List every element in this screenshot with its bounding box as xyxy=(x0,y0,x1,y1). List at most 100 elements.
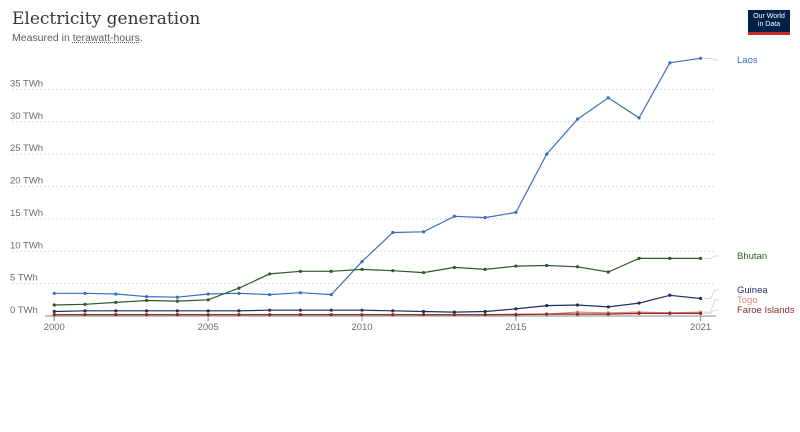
series-label: Laos xyxy=(737,55,758,66)
series-line xyxy=(54,257,701,306)
data-point xyxy=(606,305,610,309)
data-point xyxy=(237,309,241,313)
data-point xyxy=(237,286,241,290)
data-point xyxy=(483,215,487,220)
data-point xyxy=(606,270,610,274)
series-line xyxy=(54,312,701,316)
logo-line-1: Our World xyxy=(753,13,785,20)
data-point xyxy=(237,291,241,295)
data-point xyxy=(606,96,610,100)
unit-link[interactable]: terawatt-hours xyxy=(72,32,140,44)
subtitle-prefix: Measured in xyxy=(12,32,73,44)
y-tick-label: 25 TWh xyxy=(10,143,43,154)
x-tick-label: 2010 xyxy=(351,322,372,333)
data-point xyxy=(268,313,272,317)
data-point xyxy=(329,313,333,317)
data-point xyxy=(237,313,241,317)
data-point xyxy=(483,309,487,314)
data-point xyxy=(699,311,703,316)
data-point xyxy=(606,312,610,316)
data-point xyxy=(329,293,333,297)
data-point xyxy=(114,292,118,296)
data-point xyxy=(575,265,580,269)
data-point xyxy=(483,313,487,317)
data-point xyxy=(637,311,641,316)
chart-title: Electricity generation xyxy=(12,9,201,29)
data-point xyxy=(514,313,518,317)
owid-logo[interactable]: Our World in Data xyxy=(748,10,790,35)
series-label: Guinea xyxy=(737,285,768,296)
data-point xyxy=(668,293,672,297)
series-lines xyxy=(52,56,703,317)
data-point xyxy=(421,271,426,275)
data-point xyxy=(114,313,118,317)
data-point xyxy=(545,312,549,316)
series-line xyxy=(54,294,701,313)
x-axis: 2000 2005 2010 2015 2021 xyxy=(44,315,716,333)
y-tick-label: 5 TWh xyxy=(10,273,38,284)
data-point xyxy=(421,230,426,234)
data-point xyxy=(52,313,56,317)
y-axis-ticks: 0 TWh 5 TWh 10 TWh 15 TWh 20 TWh 25 TWh 30 TWh… xyxy=(10,78,43,316)
data-point xyxy=(298,308,303,312)
data-point xyxy=(575,312,580,316)
data-point xyxy=(514,307,518,311)
series-line xyxy=(54,57,701,298)
data-point xyxy=(83,302,87,306)
data-point xyxy=(268,293,272,297)
x-tick-label: 2005 xyxy=(198,322,219,333)
x-tick-label: 2021 xyxy=(690,322,711,333)
data-point xyxy=(268,308,272,312)
data-point xyxy=(699,56,703,60)
data-point xyxy=(360,313,364,317)
data-point xyxy=(637,301,641,305)
data-point xyxy=(637,256,641,260)
series-label: Bhutan xyxy=(737,251,767,262)
data-point xyxy=(268,272,272,276)
data-point xyxy=(206,309,210,313)
data-point xyxy=(206,292,210,296)
data-point xyxy=(175,295,179,299)
gridlines xyxy=(12,88,716,285)
data-point xyxy=(329,269,333,273)
data-point xyxy=(545,152,549,156)
data-point xyxy=(52,309,56,314)
x-tick-label: 2015 xyxy=(505,322,526,333)
data-point xyxy=(360,267,364,271)
chart-subtitle: Measured in terawatt-hours. xyxy=(12,32,143,44)
y-tick-label: 15 TWh xyxy=(10,208,43,219)
data-point xyxy=(298,269,303,273)
data-point xyxy=(514,264,518,268)
data-point xyxy=(545,304,549,308)
label-connector xyxy=(703,289,719,299)
data-point xyxy=(699,296,703,301)
y-tick-label: 20 TWh xyxy=(10,176,43,187)
data-point xyxy=(52,291,56,295)
data-point xyxy=(298,313,303,317)
data-point xyxy=(452,214,456,218)
data-point xyxy=(452,265,456,270)
data-point xyxy=(452,313,456,317)
series-label: Togo xyxy=(737,295,758,306)
series-label: Faroe Islands xyxy=(737,305,795,316)
data-point xyxy=(699,256,703,260)
data-point xyxy=(83,309,87,313)
y-tick-label: 30 TWh xyxy=(10,111,43,122)
data-point xyxy=(175,309,179,313)
subtitle-suffix: . xyxy=(139,32,143,44)
data-point xyxy=(114,300,118,305)
y-tick-label: 0 TWh xyxy=(10,305,38,316)
data-point xyxy=(144,313,149,317)
data-point xyxy=(83,291,87,295)
data-point xyxy=(206,313,210,317)
data-point xyxy=(483,267,487,271)
y-tick-label: 35 TWh xyxy=(10,78,43,89)
data-point xyxy=(668,256,672,260)
data-point xyxy=(575,303,580,307)
label-connector xyxy=(703,255,719,259)
label-connector xyxy=(703,309,719,314)
label-connector xyxy=(703,57,719,61)
data-point xyxy=(637,116,641,120)
data-point xyxy=(545,263,549,268)
